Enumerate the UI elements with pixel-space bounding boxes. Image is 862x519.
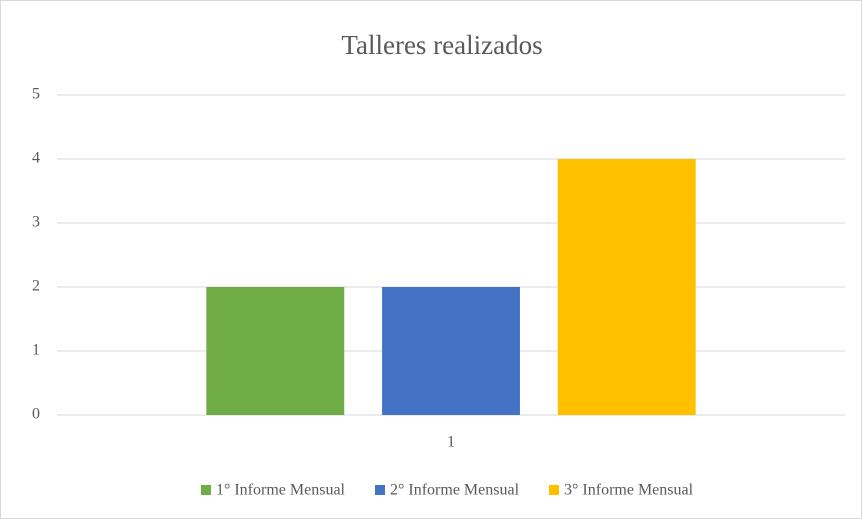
legend-swatch xyxy=(374,485,385,495)
legend-label: 1° Informe Mensual xyxy=(216,482,346,499)
bar xyxy=(557,159,696,415)
x-tick-label: 1 xyxy=(447,434,455,451)
y-tick-label: 3 xyxy=(32,214,40,231)
legend-label: 2° Informe Mensual xyxy=(390,482,520,499)
y-tick-label: 4 xyxy=(32,150,40,167)
bar xyxy=(206,287,345,415)
chart-title: Talleres realizados xyxy=(341,30,542,60)
y-tick-label: 0 xyxy=(32,406,40,423)
legend-swatch xyxy=(200,485,211,495)
y-tick-label: 2 xyxy=(32,278,40,295)
legend-label: 3° Informe Mensual xyxy=(564,482,694,499)
bar xyxy=(382,287,520,415)
legend-swatch xyxy=(549,485,560,495)
y-tick-label: 5 xyxy=(32,86,40,103)
y-tick-label: 1 xyxy=(32,342,40,359)
